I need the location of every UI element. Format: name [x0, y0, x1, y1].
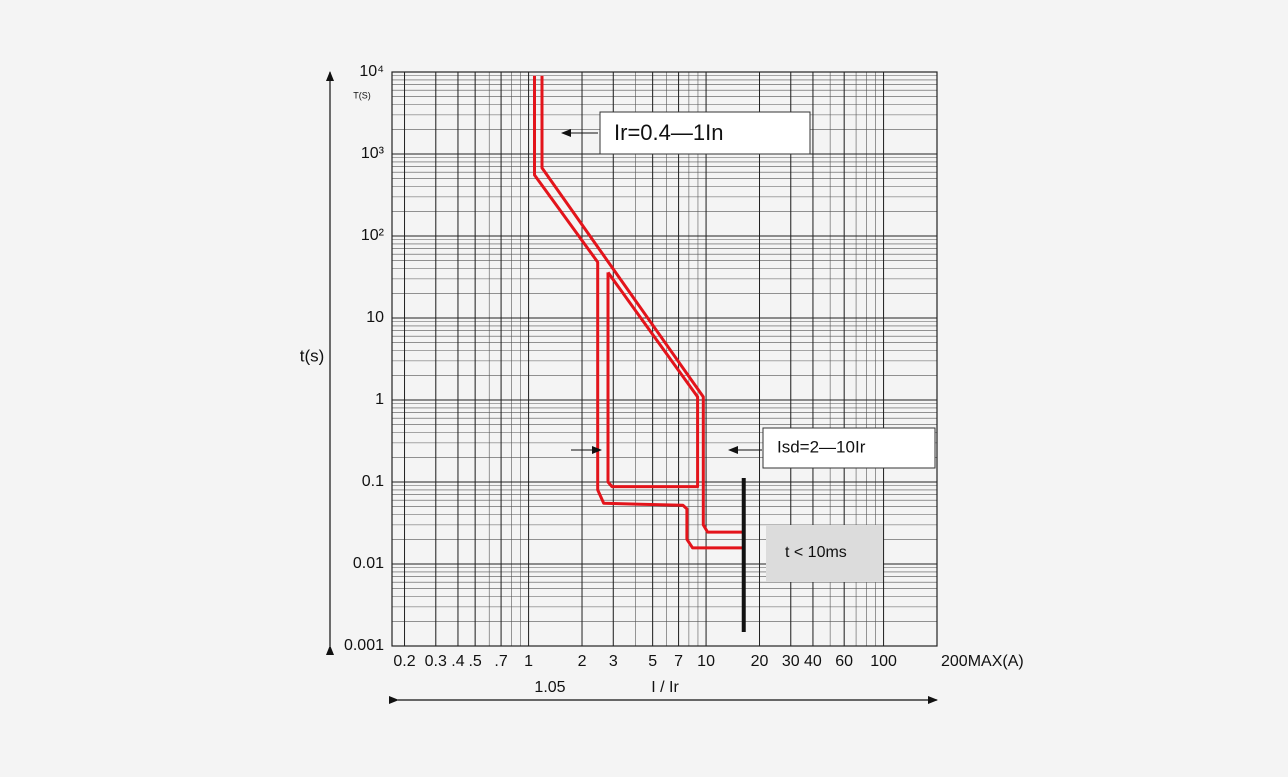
annotation: t < 10ms — [785, 544, 847, 561]
x-tick-label: 5 — [648, 653, 657, 670]
y-tick-label: 0.001 — [344, 637, 384, 654]
x-tick-label: 100 — [870, 653, 897, 670]
annotation-box — [766, 525, 883, 582]
y-axis-label: t(s) — [300, 346, 325, 365]
x-tick-label: 3 — [609, 653, 618, 670]
x-tick-label: .4 — [451, 653, 464, 670]
x-tick-label: 1 — [524, 653, 533, 670]
x-tick-label: 40 — [804, 653, 822, 670]
plot-frame — [391, 71, 938, 647]
curve — [533, 75, 744, 550]
x-tick-label: .5 — [468, 653, 481, 670]
x-tick-label: .7 — [494, 653, 507, 670]
annotation: Ir=0.4—1In — [614, 120, 723, 145]
annotation-box — [762, 427, 936, 469]
x-tick-label: 200MAX(A) — [941, 653, 1024, 670]
x-tick-label: 60 — [835, 653, 853, 670]
curve — [540, 75, 744, 534]
x-tick-label: 10 — [697, 653, 715, 670]
y-tick-label: 0.01 — [353, 555, 384, 572]
y-tick-label: 0.1 — [362, 473, 384, 490]
x-tick-label: 0.2 — [393, 653, 415, 670]
x-tick-label: 20 — [751, 653, 769, 670]
curves — [533, 75, 744, 550]
annotation-box — [599, 111, 811, 155]
x-axis-label: I / Ir — [651, 679, 679, 696]
x-tick-label: 0.3 — [425, 653, 447, 670]
x-note: 1.05 — [534, 679, 565, 696]
y-tick-label: 10² — [361, 227, 385, 244]
y-tick-label: 1 — [375, 391, 384, 408]
y-unit: T(S) — [353, 90, 371, 100]
y-tick-label: 10³ — [361, 145, 385, 162]
x-tick-label: 30 — [782, 653, 800, 670]
curve — [606, 271, 700, 489]
y-tick-label: 10 — [366, 309, 384, 326]
x-tick-label: 2 — [578, 653, 587, 670]
limit-bar — [741, 478, 746, 632]
annotation: Isd=2—10Ir — [777, 437, 866, 456]
y-tick-label: 10⁴ — [359, 63, 384, 80]
x-tick-label: 7 — [674, 653, 683, 670]
